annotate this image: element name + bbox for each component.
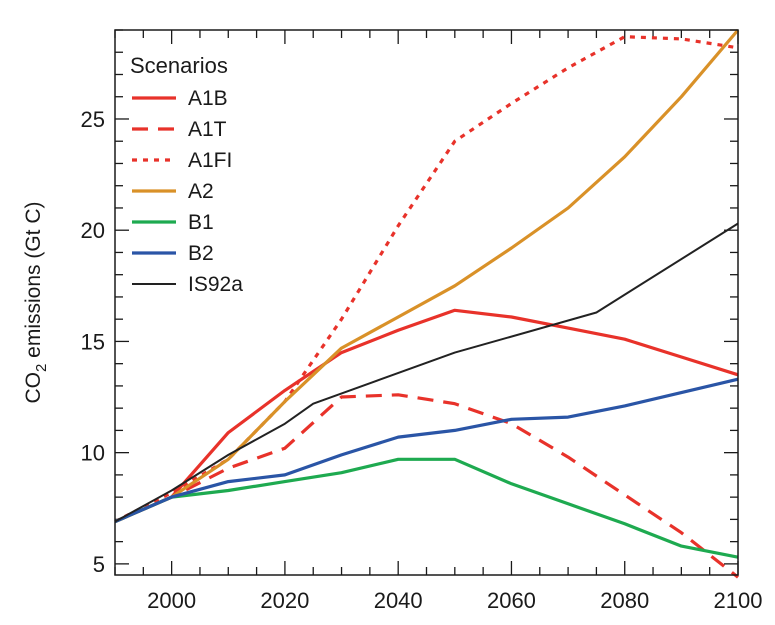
x-tick-label: 2080 <box>600 588 649 613</box>
legend-label-is92a: IS92a <box>188 273 243 296</box>
y-tick-label: 25 <box>81 107 105 132</box>
x-tick-label: 2060 <box>487 588 536 613</box>
y-tick-label: 20 <box>81 218 105 243</box>
legend-title: Scenarios <box>130 53 228 78</box>
legend: Scenarios A1B A1T A1FI A2 B1 B2 IS92a <box>130 53 243 296</box>
legend-label-b1: B1 <box>188 211 214 234</box>
legend-label-a2: A2 <box>188 180 214 203</box>
y-tick-label: 5 <box>93 552 105 577</box>
y-axis-label-suffix: emissions (Gt C) <box>22 201 45 363</box>
series-layer <box>115 30 738 577</box>
legend-label-b2: B2 <box>188 242 214 265</box>
legend-label-a1fi: A1FI <box>188 149 232 172</box>
y-axis-label-subscript: 2 <box>33 364 50 372</box>
y-tick-label: 10 <box>81 441 105 466</box>
legend-label-a1t: A1T <box>188 118 227 141</box>
x-tick-label: 2000 <box>147 588 196 613</box>
y-axis-label-main: CO <box>22 372 45 404</box>
x-tick-label: 2020 <box>260 588 309 613</box>
series-line-a1b <box>115 310 738 521</box>
x-tick-label: 2100 <box>714 588 763 613</box>
series-line-is92a <box>115 224 738 522</box>
legend-label-a1b: A1B <box>188 87 228 110</box>
y-axis-label: CO2 emissions (Gt C) <box>22 201 50 403</box>
x-tick-label: 2040 <box>374 588 423 613</box>
y-tick-label: 15 <box>81 329 105 354</box>
